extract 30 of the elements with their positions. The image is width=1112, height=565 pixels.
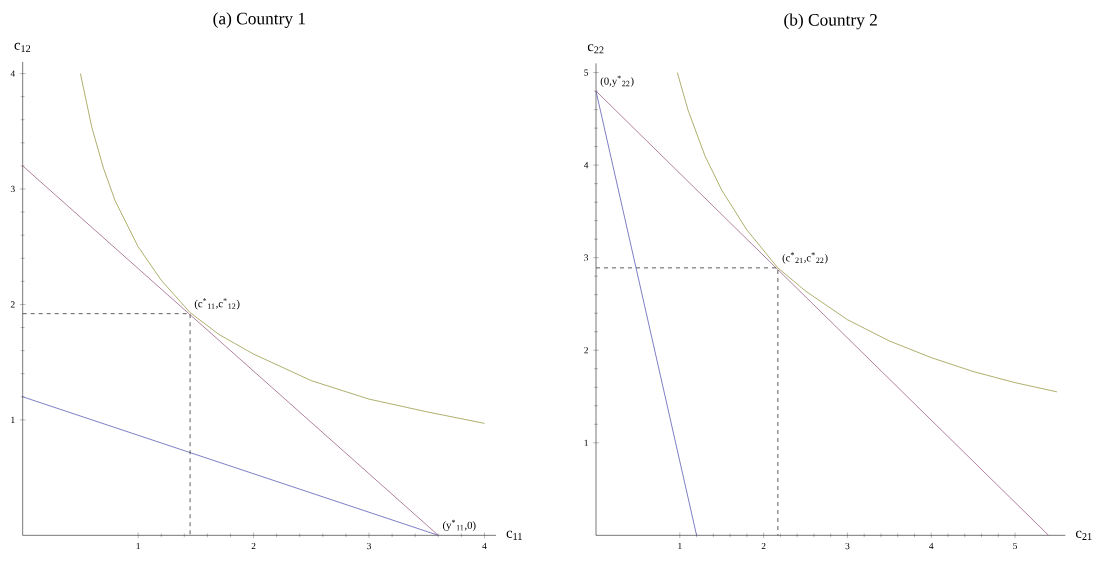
chart-title: (a) Country 1	[213, 12, 306, 28]
chart-title: (b) Country 2	[784, 13, 877, 30]
x-axis-title: c$_{21}$	[1075, 530, 1092, 540]
annotation: (c$^{*}$$_{11}$,c$^{*}$$_{12}$)	[194, 297, 240, 310]
y-tick-label: 1	[584, 439, 588, 446]
x-tick-label: 2	[761, 542, 766, 549]
y-tick-label: 4	[10, 70, 15, 77]
annotation: (0,y$^{*}$$_{22}$)	[600, 75, 634, 87]
y-tick-label: 2	[10, 301, 15, 308]
annotation: (y$^{*}$$_{11}$,0)	[443, 519, 476, 531]
y-tick-label: 3	[584, 254, 589, 261]
annotation: (c$^{*}$$_{21}$,c$^{*}$$_{22}$)	[782, 252, 828, 264]
x-tick-label: 2	[251, 542, 256, 549]
line-series	[80, 72, 485, 424]
y-axis-title: c$_{12}$	[14, 42, 31, 52]
x-tick-label: 1	[136, 542, 140, 549]
x-tick-label: 3	[845, 542, 850, 549]
y-tick-label: 5	[584, 69, 589, 76]
x-tick-label: 3	[367, 542, 371, 549]
x-axis-title: c$_{11}$	[506, 530, 522, 540]
y-tick-label: 4	[583, 161, 589, 169]
y-tick-label: 1	[11, 416, 15, 423]
x-tick-label: 1	[678, 542, 682, 549]
line-series	[676, 72, 1058, 393]
x-tick-label: 4	[482, 542, 487, 549]
x-tick-label: 5	[1013, 542, 1018, 549]
y-axis-title: c$_{22}$	[587, 44, 604, 54]
x-tick-label: 4	[929, 542, 934, 549]
y-tick-label: 3	[10, 185, 15, 192]
y-tick-label: 2	[584, 347, 588, 354]
